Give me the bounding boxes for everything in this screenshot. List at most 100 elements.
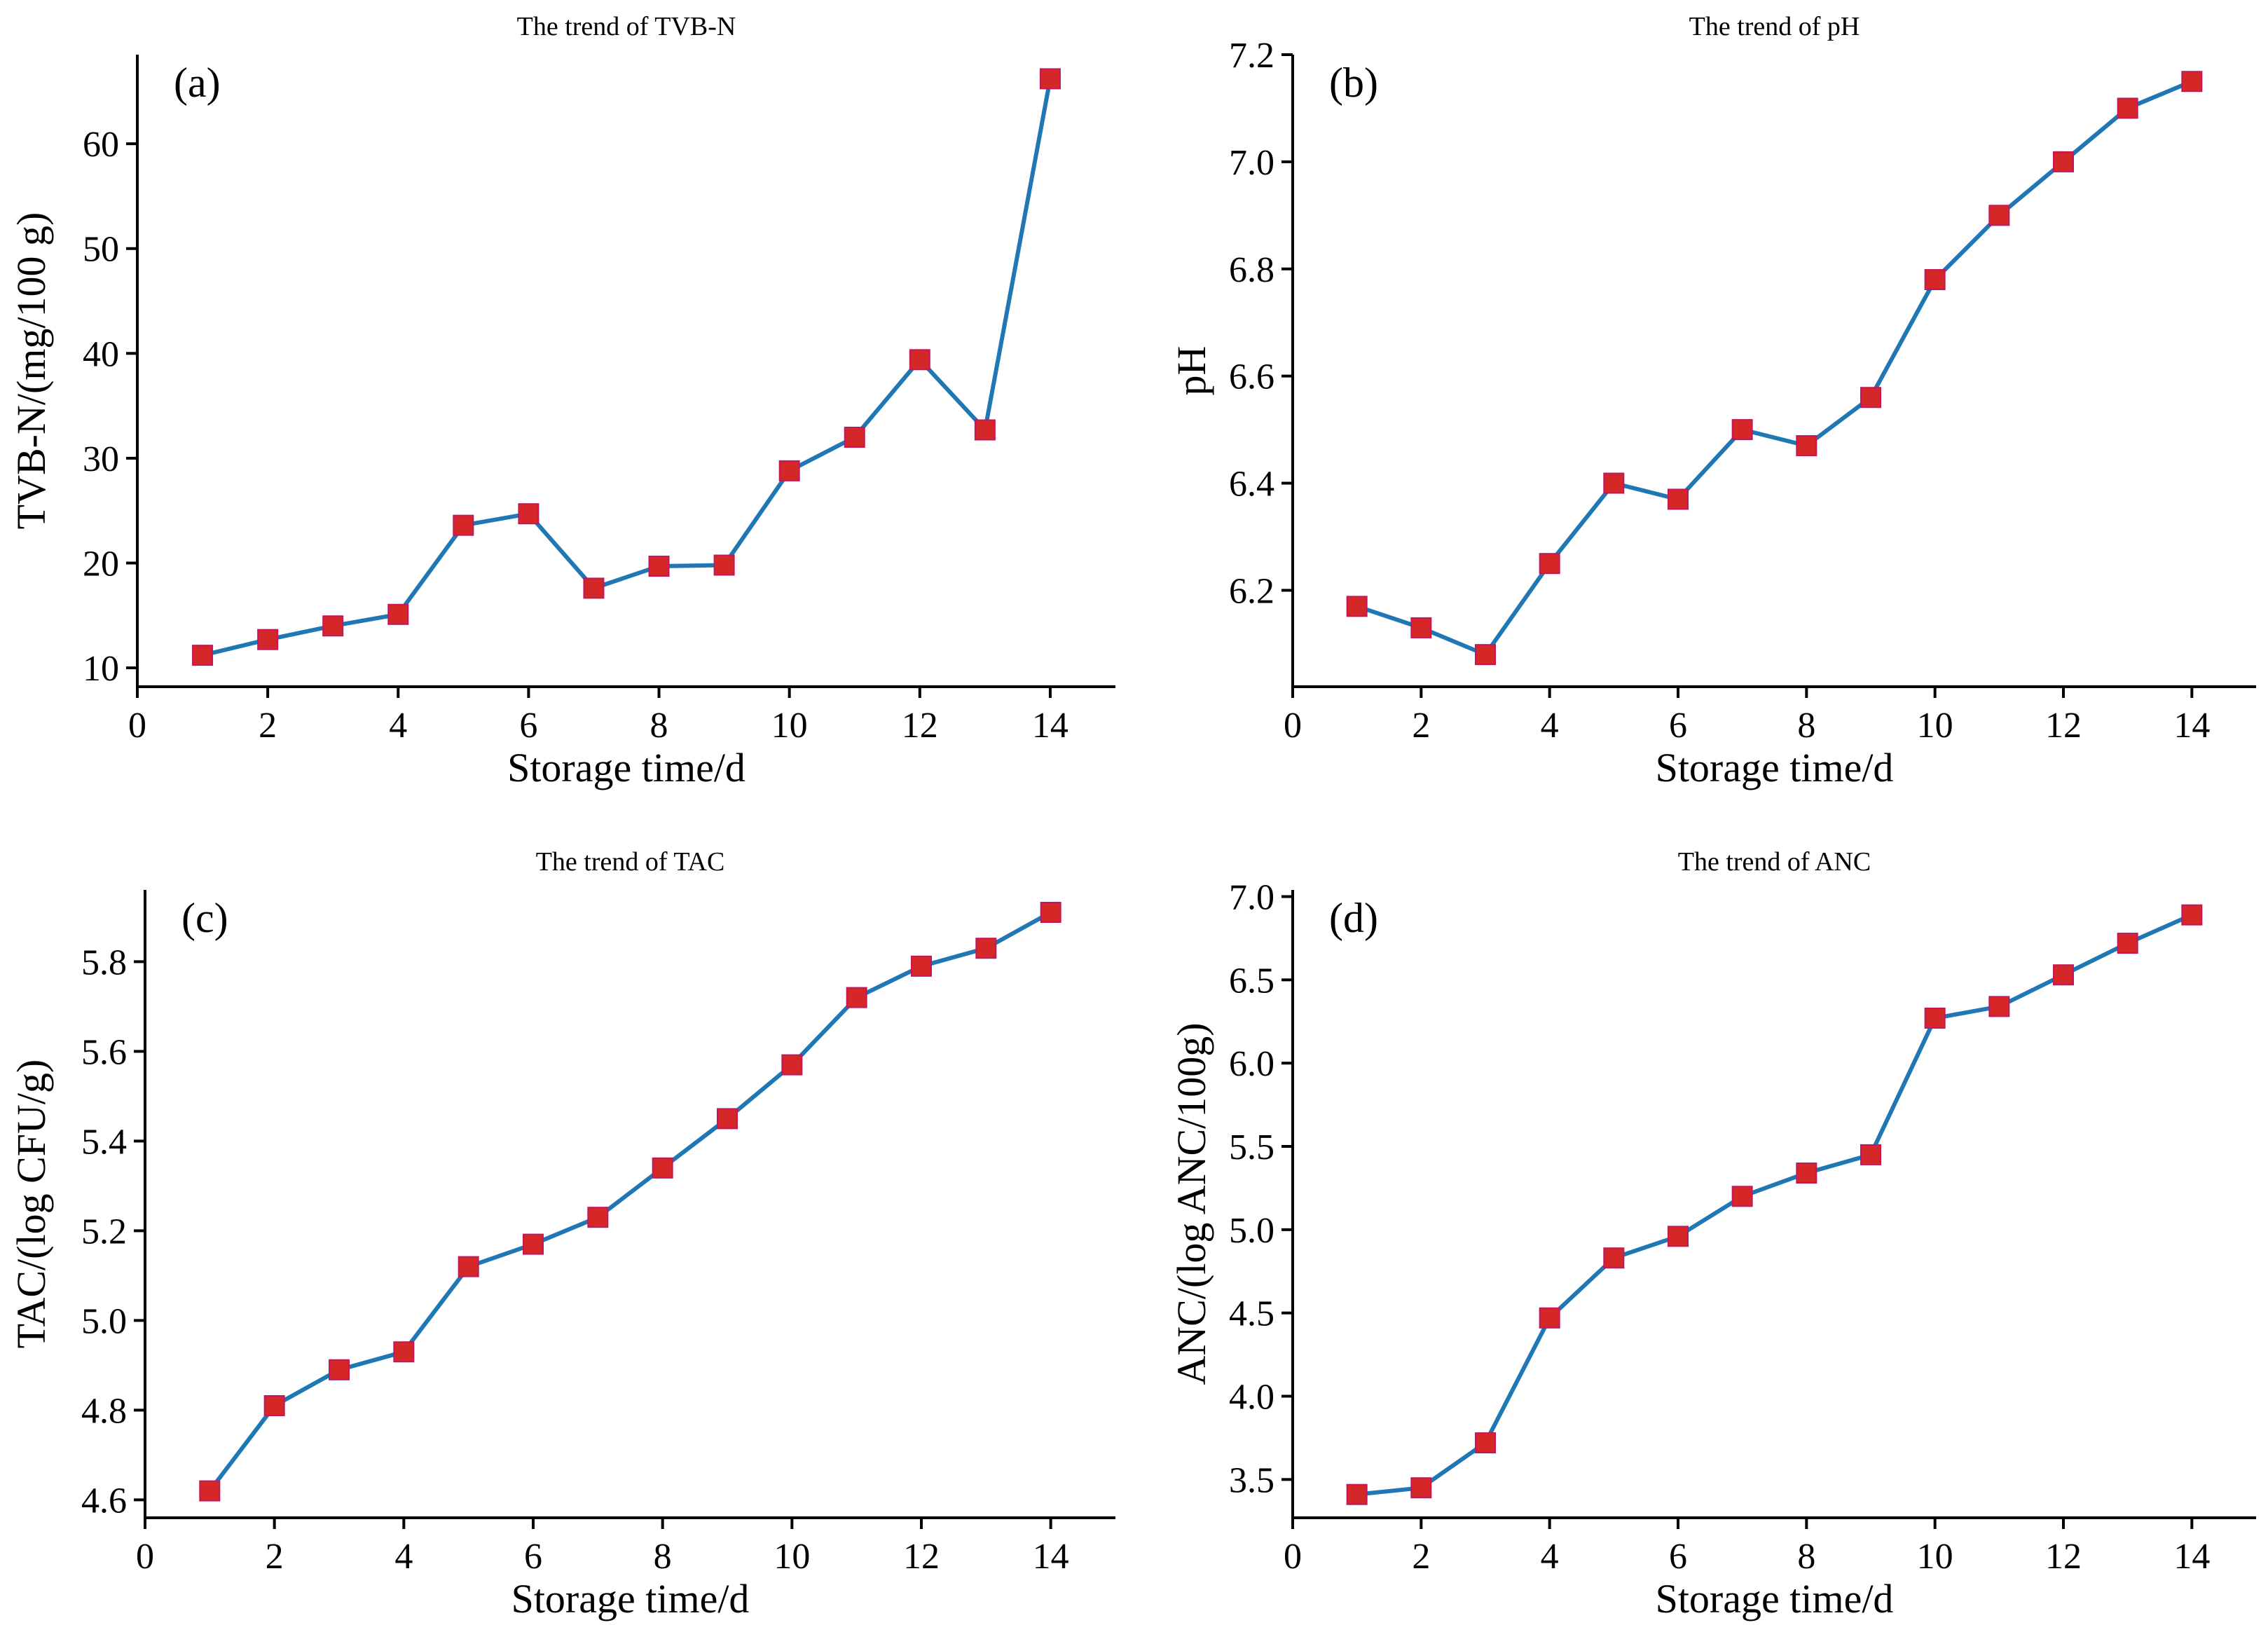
y-tick-label: 5.2 bbox=[81, 1212, 127, 1252]
data-point-marker bbox=[717, 1108, 738, 1130]
x-tick-label: 14 bbox=[1032, 706, 1068, 746]
chart-title: The trend of TVB-N bbox=[517, 12, 736, 41]
x-tick-label: 0 bbox=[1284, 1537, 1302, 1577]
y-tick-label: 5.8 bbox=[81, 942, 127, 982]
y-tick-label: 10 bbox=[83, 649, 119, 689]
data-point-marker bbox=[1731, 1186, 1753, 1207]
x-tick-label: 14 bbox=[1033, 1537, 1069, 1577]
y-tick-label: 6.6 bbox=[1229, 357, 1274, 397]
y-tick-label: 40 bbox=[83, 334, 119, 374]
data-point-marker bbox=[387, 603, 409, 625]
data-point-marker bbox=[393, 1341, 415, 1363]
y-tick-label: 7.2 bbox=[1229, 36, 1274, 76]
data-point-marker bbox=[192, 645, 214, 666]
panel-tag: (a) bbox=[174, 60, 221, 106]
data-point-marker bbox=[846, 987, 867, 1008]
x-tick-label: 6 bbox=[1669, 1537, 1687, 1577]
x-tick-label: 12 bbox=[2045, 706, 2082, 746]
x-tick-label: 4 bbox=[394, 1537, 413, 1577]
y-axis-label: TVB-N/(mg/100 g) bbox=[8, 212, 54, 530]
x-tick-label: 14 bbox=[2173, 1537, 2210, 1577]
data-point-marker bbox=[1539, 1307, 1560, 1329]
y-tick-label: 3.5 bbox=[1229, 1460, 1274, 1500]
x-tick-label: 4 bbox=[1541, 1537, 1559, 1577]
data-point-marker bbox=[1410, 617, 1432, 638]
x-tick-label: 12 bbox=[2045, 1537, 2082, 1577]
data-point-marker bbox=[1040, 902, 1061, 923]
y-tick-label: 4.6 bbox=[81, 1481, 127, 1521]
chart-panel-4: The trend of ANC 0 2 4 6 8 10 12 14 3.5 4.0 4.5 5.0 5… bbox=[1169, 847, 2256, 1621]
data-point-marker bbox=[1475, 644, 1496, 666]
data-point-marker bbox=[1796, 435, 1817, 457]
panel-tag: (b) bbox=[1329, 60, 1378, 106]
x-tick-label: 2 bbox=[1412, 706, 1430, 746]
data-point-marker bbox=[2117, 933, 2138, 954]
y-tick-label: 30 bbox=[83, 439, 119, 479]
y-tick-label: 6.8 bbox=[1229, 250, 1274, 290]
y-axis-label: TAC/(log CFU/g) bbox=[8, 1060, 54, 1349]
y-tick-label: 50 bbox=[83, 230, 119, 270]
x-tick-label: 2 bbox=[259, 706, 277, 746]
y-tick-label: 6.5 bbox=[1229, 961, 1274, 1001]
data-point-marker bbox=[1539, 553, 1560, 575]
y-tick-label: 4.0 bbox=[1229, 1378, 1274, 1418]
chart-title: The trend of ANC bbox=[1678, 847, 1871, 877]
x-tick-label: 6 bbox=[1669, 706, 1687, 746]
data-point-marker bbox=[322, 615, 344, 637]
x-tick-label: 0 bbox=[136, 1537, 154, 1577]
data-point-marker bbox=[974, 419, 996, 441]
panel-tag: (d) bbox=[1329, 895, 1378, 941]
x-tick-label: 8 bbox=[650, 706, 668, 746]
data-point-marker bbox=[975, 938, 997, 959]
y-tick-label: 5.0 bbox=[81, 1301, 127, 1341]
x-axis-label: Storage time/d bbox=[1656, 1576, 1894, 1621]
series-line bbox=[207, 910, 1052, 1493]
data-point-marker bbox=[518, 503, 539, 525]
y-tick-label: 60 bbox=[83, 125, 119, 165]
y-tick-label: 7.0 bbox=[1229, 878, 1274, 918]
data-point-marker bbox=[1346, 1483, 1368, 1505]
data-point-marker bbox=[1860, 387, 1881, 409]
x-tick-label: 8 bbox=[1797, 1537, 1815, 1577]
data-point-marker bbox=[329, 1359, 350, 1380]
y-tick-label: 4.5 bbox=[1229, 1294, 1274, 1334]
x-tick-label: 2 bbox=[266, 1537, 284, 1577]
chart-panel-1: The trend of TVB-N 0 2 4 6 8 10 12 14 10 20 30 40 50 6… bbox=[8, 12, 1115, 790]
y-tick-label: 5.6 bbox=[81, 1032, 127, 1072]
x-tick-label: 10 bbox=[771, 706, 808, 746]
x-tick-label: 10 bbox=[1917, 706, 1953, 746]
y-tick-label: 5.0 bbox=[1229, 1211, 1274, 1251]
data-point-marker bbox=[911, 955, 932, 977]
series-line bbox=[202, 78, 1052, 658]
y-axis-label: pH bbox=[1169, 346, 1214, 396]
y-tick-label: 20 bbox=[83, 544, 119, 584]
chart-panel-3: The trend of TAC 0 2 4 6 8 10 12 14 4.6 4.8 5.0 5.2 5… bbox=[8, 847, 1115, 1621]
x-tick-label: 10 bbox=[1917, 1537, 1953, 1577]
panel-tag: (c) bbox=[181, 895, 228, 941]
data-point-marker bbox=[1475, 1432, 1496, 1454]
data-point-marker bbox=[781, 1054, 803, 1076]
y-tick-label: 6.4 bbox=[1229, 465, 1274, 505]
data-point-marker bbox=[1410, 1477, 1432, 1499]
data-point-marker bbox=[1796, 1163, 1817, 1184]
data-point-marker bbox=[713, 554, 735, 576]
x-tick-label: 2 bbox=[1412, 1537, 1430, 1577]
data-point-marker bbox=[257, 629, 279, 650]
data-point-marker bbox=[458, 1256, 479, 1277]
data-point-marker bbox=[1924, 269, 1946, 291]
y-axis-label: ANC/(log ANC/100g) bbox=[1169, 1022, 1214, 1385]
data-point-marker bbox=[523, 1233, 544, 1255]
data-point-marker bbox=[844, 426, 865, 448]
data-point-marker bbox=[2117, 97, 2138, 119]
data-point-marker bbox=[199, 1480, 221, 1502]
data-point-marker bbox=[909, 349, 930, 371]
x-axis-label: Storage time/d bbox=[511, 1576, 750, 1621]
chart-title: The trend of TAC bbox=[536, 847, 725, 877]
x-tick-label: 4 bbox=[389, 706, 407, 746]
x-tick-label: 6 bbox=[524, 1537, 542, 1577]
data-point-marker bbox=[2181, 71, 2203, 92]
x-tick-label: 14 bbox=[2173, 706, 2210, 746]
data-point-marker bbox=[2053, 964, 2074, 986]
data-point-marker bbox=[583, 577, 605, 599]
